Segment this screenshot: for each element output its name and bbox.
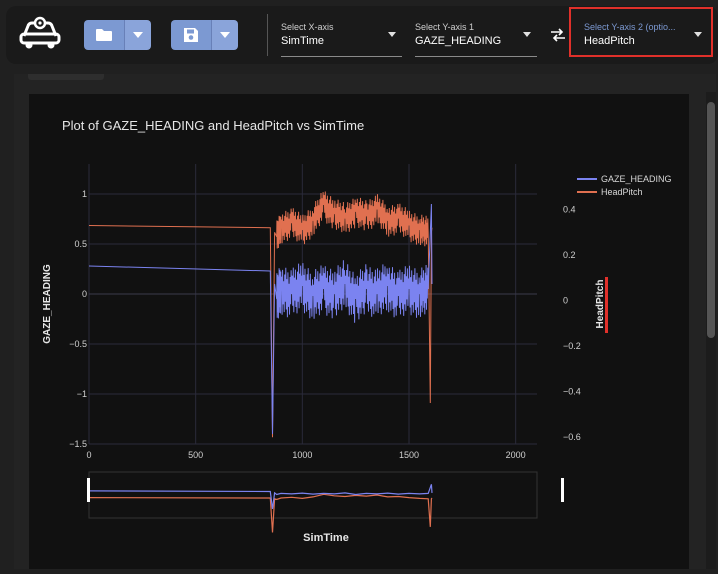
save-dropdown-caret-icon[interactable] <box>211 20 238 50</box>
range-slider-gaze-heading <box>88 484 433 509</box>
range-slider-track <box>88 471 538 519</box>
y2-tick-label: −0.4 <box>563 387 581 397</box>
car-gear-icon[interactable] <box>18 14 62 50</box>
save-file-button[interactable] <box>171 20 238 50</box>
range-slider-left-handle[interactable] <box>87 478 90 502</box>
chart-card: Plot of GAZE_HEADING and HeadPitch vs Si… <box>29 94 689 569</box>
chevron-down-icon[interactable] <box>523 32 531 37</box>
y-axis-1-select-value: GAZE_HEADING <box>415 35 502 47</box>
scrollbar-thumb[interactable] <box>707 102 715 338</box>
y-axis-2-highlight <box>569 7 713 57</box>
chart-title: Plot of GAZE_HEADING and HeadPitch vs Si… <box>62 118 364 133</box>
x-tick-label: 2000 <box>506 450 526 460</box>
x-axis-select-value: SimTime <box>281 35 324 47</box>
x-axis-title: SimTime <box>303 532 349 544</box>
y-axis-1-select-label: Select Y-axis 1 <box>415 22 475 32</box>
x-tick-label: 1000 <box>292 450 312 460</box>
x-tick-label: 1500 <box>399 450 419 460</box>
y2-tick-label: −0.6 <box>563 432 581 442</box>
y-tick-label: 1 <box>82 189 87 199</box>
open-file-button[interactable] <box>84 20 151 50</box>
y2-tick-label: 0 <box>563 296 568 306</box>
y2-tick-label: 0.4 <box>563 205 576 215</box>
y-tick-label: −1.5 <box>69 439 87 449</box>
series-line-headpitch <box>88 191 433 438</box>
range-slider-headpitch <box>88 493 433 533</box>
x-axis-select[interactable]: Select X-axis SimTime <box>281 14 402 57</box>
x-tick-label: 0 <box>86 450 91 460</box>
y-tick-label: 0.5 <box>74 239 87 249</box>
y-tick-label: −1 <box>77 389 87 399</box>
toolbar: Select X-axis SimTime Select Y-axis 1 GA… <box>0 0 718 74</box>
toolbar-divider <box>267 14 268 56</box>
y2-axis-title: HeadPitch <box>595 280 606 329</box>
swap-arrows-icon[interactable] <box>549 26 567 44</box>
legend-label-headpitch: HeadPitch <box>601 187 643 197</box>
chevron-down-icon[interactable] <box>388 32 396 37</box>
y-axis-2-select-label: Select Y-axis 2 (optio... <box>584 22 676 32</box>
panel-tab[interactable] <box>28 74 104 80</box>
y2-tick-label: −0.2 <box>563 341 581 351</box>
folder-icon[interactable] <box>84 20 124 50</box>
y-tick-label: 0 <box>82 289 87 299</box>
y-axis-1-select[interactable]: Select Y-axis 1 GAZE_HEADING <box>415 14 537 57</box>
x-tick-label: 500 <box>188 450 203 460</box>
chevron-down-icon[interactable] <box>694 32 702 37</box>
chart[interactable]: Plot of GAZE_HEADING and HeadPitch vs Si… <box>29 94 689 569</box>
y2-tick-label: 0.2 <box>563 250 576 260</box>
y-axis-title: GAZE_HEADING <box>42 264 53 344</box>
y-tick-label: −0.5 <box>69 339 87 349</box>
x-axis-select-label: Select X-axis <box>281 22 334 32</box>
floppy-disk-icon[interactable] <box>171 20 211 50</box>
series-line-gaze-heading <box>88 203 433 435</box>
legend-label-gaze-heading: GAZE_HEADING <box>601 174 672 184</box>
open-dropdown-caret-icon[interactable] <box>124 20 151 50</box>
y2-axis-title-underline <box>605 277 608 333</box>
range-slider-right-handle[interactable] <box>561 478 564 502</box>
y-axis-2-select-value: HeadPitch <box>584 35 635 47</box>
